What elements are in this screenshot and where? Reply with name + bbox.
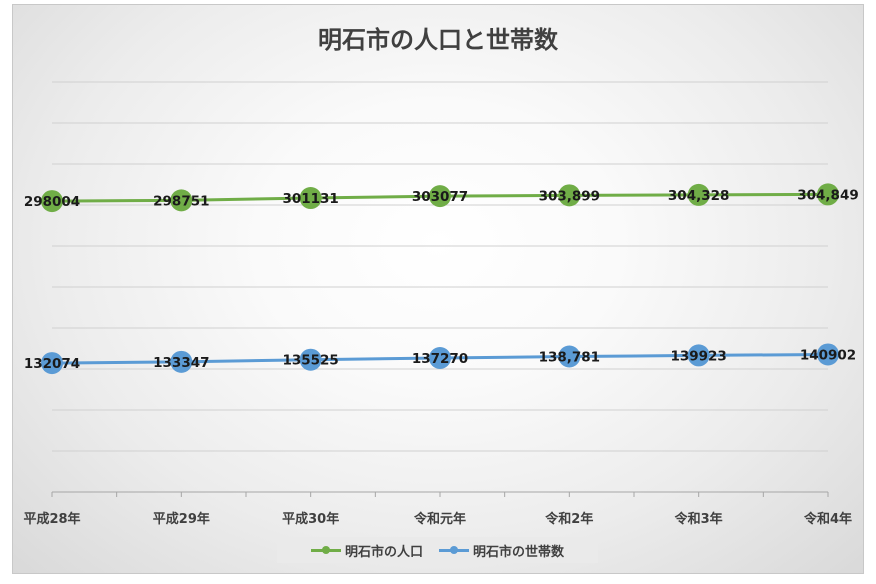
data-label: 304,849 bbox=[797, 187, 859, 203]
data-label: 301131 bbox=[282, 191, 338, 207]
data-point bbox=[299, 187, 322, 210]
data-point bbox=[558, 184, 581, 207]
data-point bbox=[687, 344, 710, 367]
data-point bbox=[817, 183, 839, 206]
data-label: 303,899 bbox=[539, 188, 601, 204]
chart-title: 明石市の人口と世帯数 bbox=[318, 26, 558, 54]
data-label: 138,781 bbox=[539, 350, 601, 366]
legend-item-households: 明石市の世帯数 bbox=[439, 541, 564, 560]
data-point bbox=[170, 189, 193, 212]
data-label: 303077 bbox=[412, 189, 468, 205]
data-point bbox=[817, 343, 839, 366]
data-label: 133347 bbox=[153, 355, 209, 371]
x-tick-label: 平成28年 bbox=[23, 511, 80, 527]
legend-item-population: 明石市の人口 bbox=[310, 541, 423, 560]
data-label: 137270 bbox=[412, 351, 468, 367]
data-point bbox=[170, 350, 193, 373]
data-point bbox=[299, 348, 322, 371]
x-tick-label: 令和2年 bbox=[545, 511, 593, 527]
legend-label-households: 明石市の世帯数 bbox=[473, 544, 565, 560]
x-tick-label: 令和4年 bbox=[804, 511, 852, 527]
x-tick-label: 平成29年 bbox=[153, 511, 210, 527]
data-label: 135525 bbox=[282, 353, 338, 369]
data-point bbox=[429, 346, 451, 369]
data-point bbox=[429, 185, 451, 208]
data-point bbox=[687, 183, 710, 206]
data-label: 132074 bbox=[24, 356, 80, 372]
data-point bbox=[41, 190, 63, 213]
chart-frame bbox=[12, 4, 864, 574]
data-label: 298004 bbox=[24, 194, 80, 210]
legend-label-population: 明石市の人口 bbox=[344, 544, 423, 560]
data-label: 139923 bbox=[670, 348, 726, 364]
legend-swatch-population bbox=[310, 545, 341, 555]
data-point bbox=[558, 345, 581, 368]
legend: 明石市の人口 明石市の世帯数 bbox=[277, 537, 598, 563]
x-tick-label: 令和3年 bbox=[675, 511, 723, 527]
data-label: 140902 bbox=[800, 347, 856, 363]
data-point bbox=[41, 352, 63, 375]
data-label: 298751 bbox=[153, 193, 209, 209]
x-tick-label: 令和元年 bbox=[414, 511, 466, 527]
x-tick-label: 平成30年 bbox=[282, 511, 339, 527]
data-label: 304,328 bbox=[668, 188, 730, 204]
legend-swatch-households bbox=[439, 545, 469, 555]
